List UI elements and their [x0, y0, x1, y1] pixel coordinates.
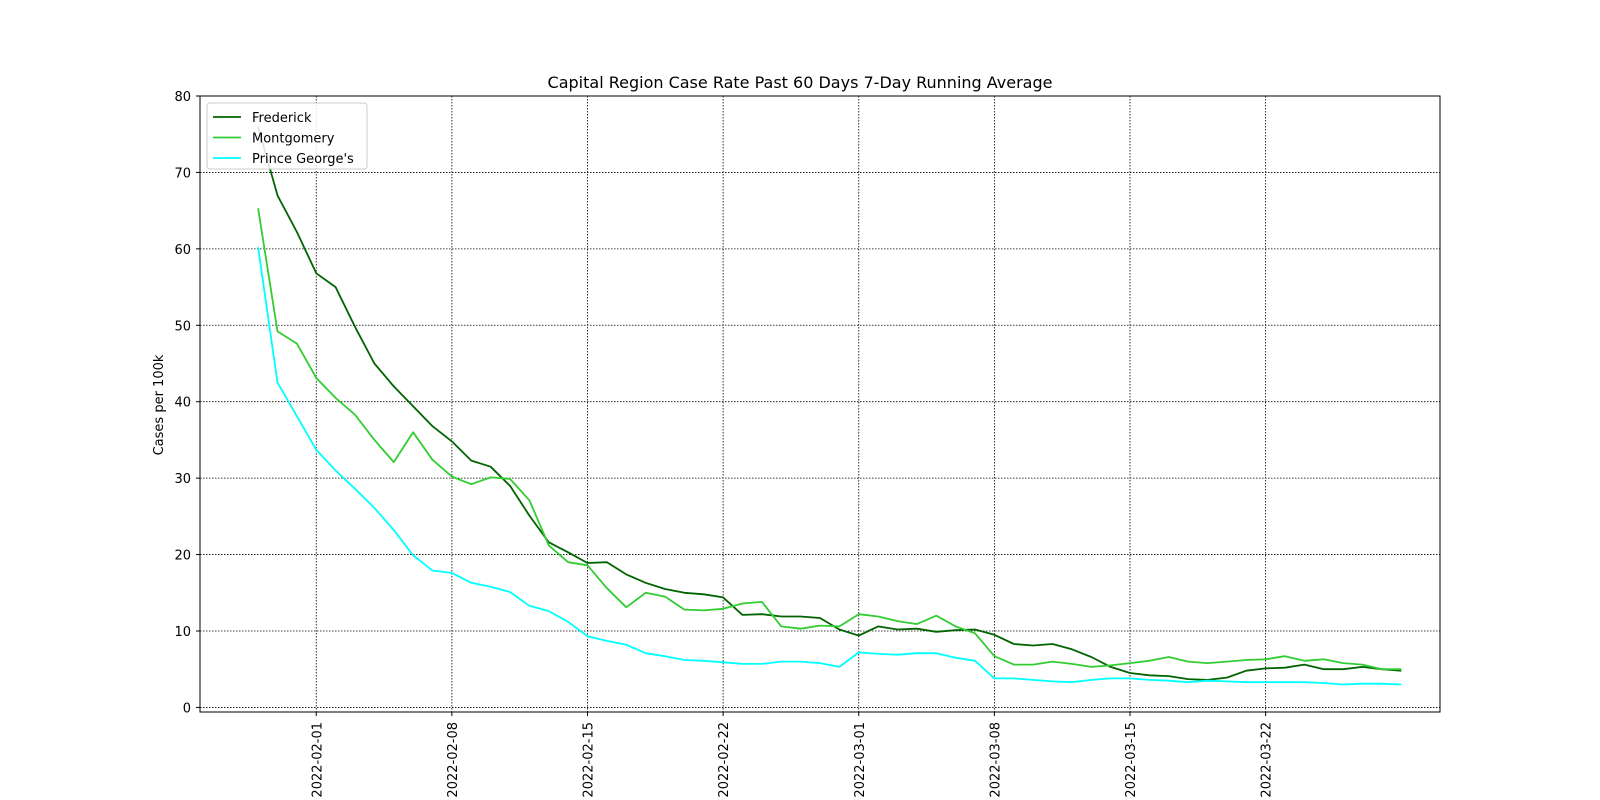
y-axis: 0 10 20 30 40 50 60 70 80	[174, 90, 200, 716]
x-tick-label: 2022-02-15	[582, 722, 597, 798]
series-line-2	[257, 247, 1402, 686]
x-tick-label: 2022-03-08	[988, 722, 1003, 798]
y-tick-label: 40	[174, 396, 191, 411]
y-tick-label: 20	[174, 549, 191, 564]
series-line-1	[257, 208, 1402, 671]
x-tick-label: 2022-03-15	[1124, 722, 1139, 798]
y-tick-label: 10	[174, 625, 191, 640]
legend-box	[206, 102, 368, 170]
x-axis: 2022-02-01 2022-02-08 2022-02-15 2022-02-22…	[310, 712, 1275, 798]
legend-label: Frederick	[252, 111, 312, 126]
x-tick-label: 2022-02-22	[717, 722, 732, 798]
grid	[200, 95, 1440, 712]
y-tick-label: 30	[174, 472, 191, 487]
x-tick-label: 2022-02-08	[446, 722, 461, 798]
y-tick-label: 50	[174, 319, 191, 334]
chart-title: Capital Region Case Rate Past 60 Days 7-…	[548, 73, 1053, 92]
y-tick-label: 60	[174, 243, 191, 258]
series-layer	[257, 126, 1402, 686]
legend-label: Montgomery	[252, 132, 335, 147]
series-line-0	[257, 126, 1402, 681]
plot-frame	[199, 95, 1441, 713]
y-tick-label: 70	[174, 166, 191, 181]
y-tick-label: 0	[183, 701, 191, 716]
y-axis-label: Cases per 100k	[152, 354, 167, 455]
legend: Frederick Montgomery Prince George's	[206, 102, 368, 170]
x-tick-label: 2022-03-22	[1260, 722, 1275, 798]
x-tick-label: 2022-03-01	[853, 722, 868, 798]
y-tick-label: 80	[174, 90, 191, 105]
x-tick-label: 2022-02-01	[310, 722, 325, 798]
legend-label: Prince George's	[252, 152, 354, 167]
